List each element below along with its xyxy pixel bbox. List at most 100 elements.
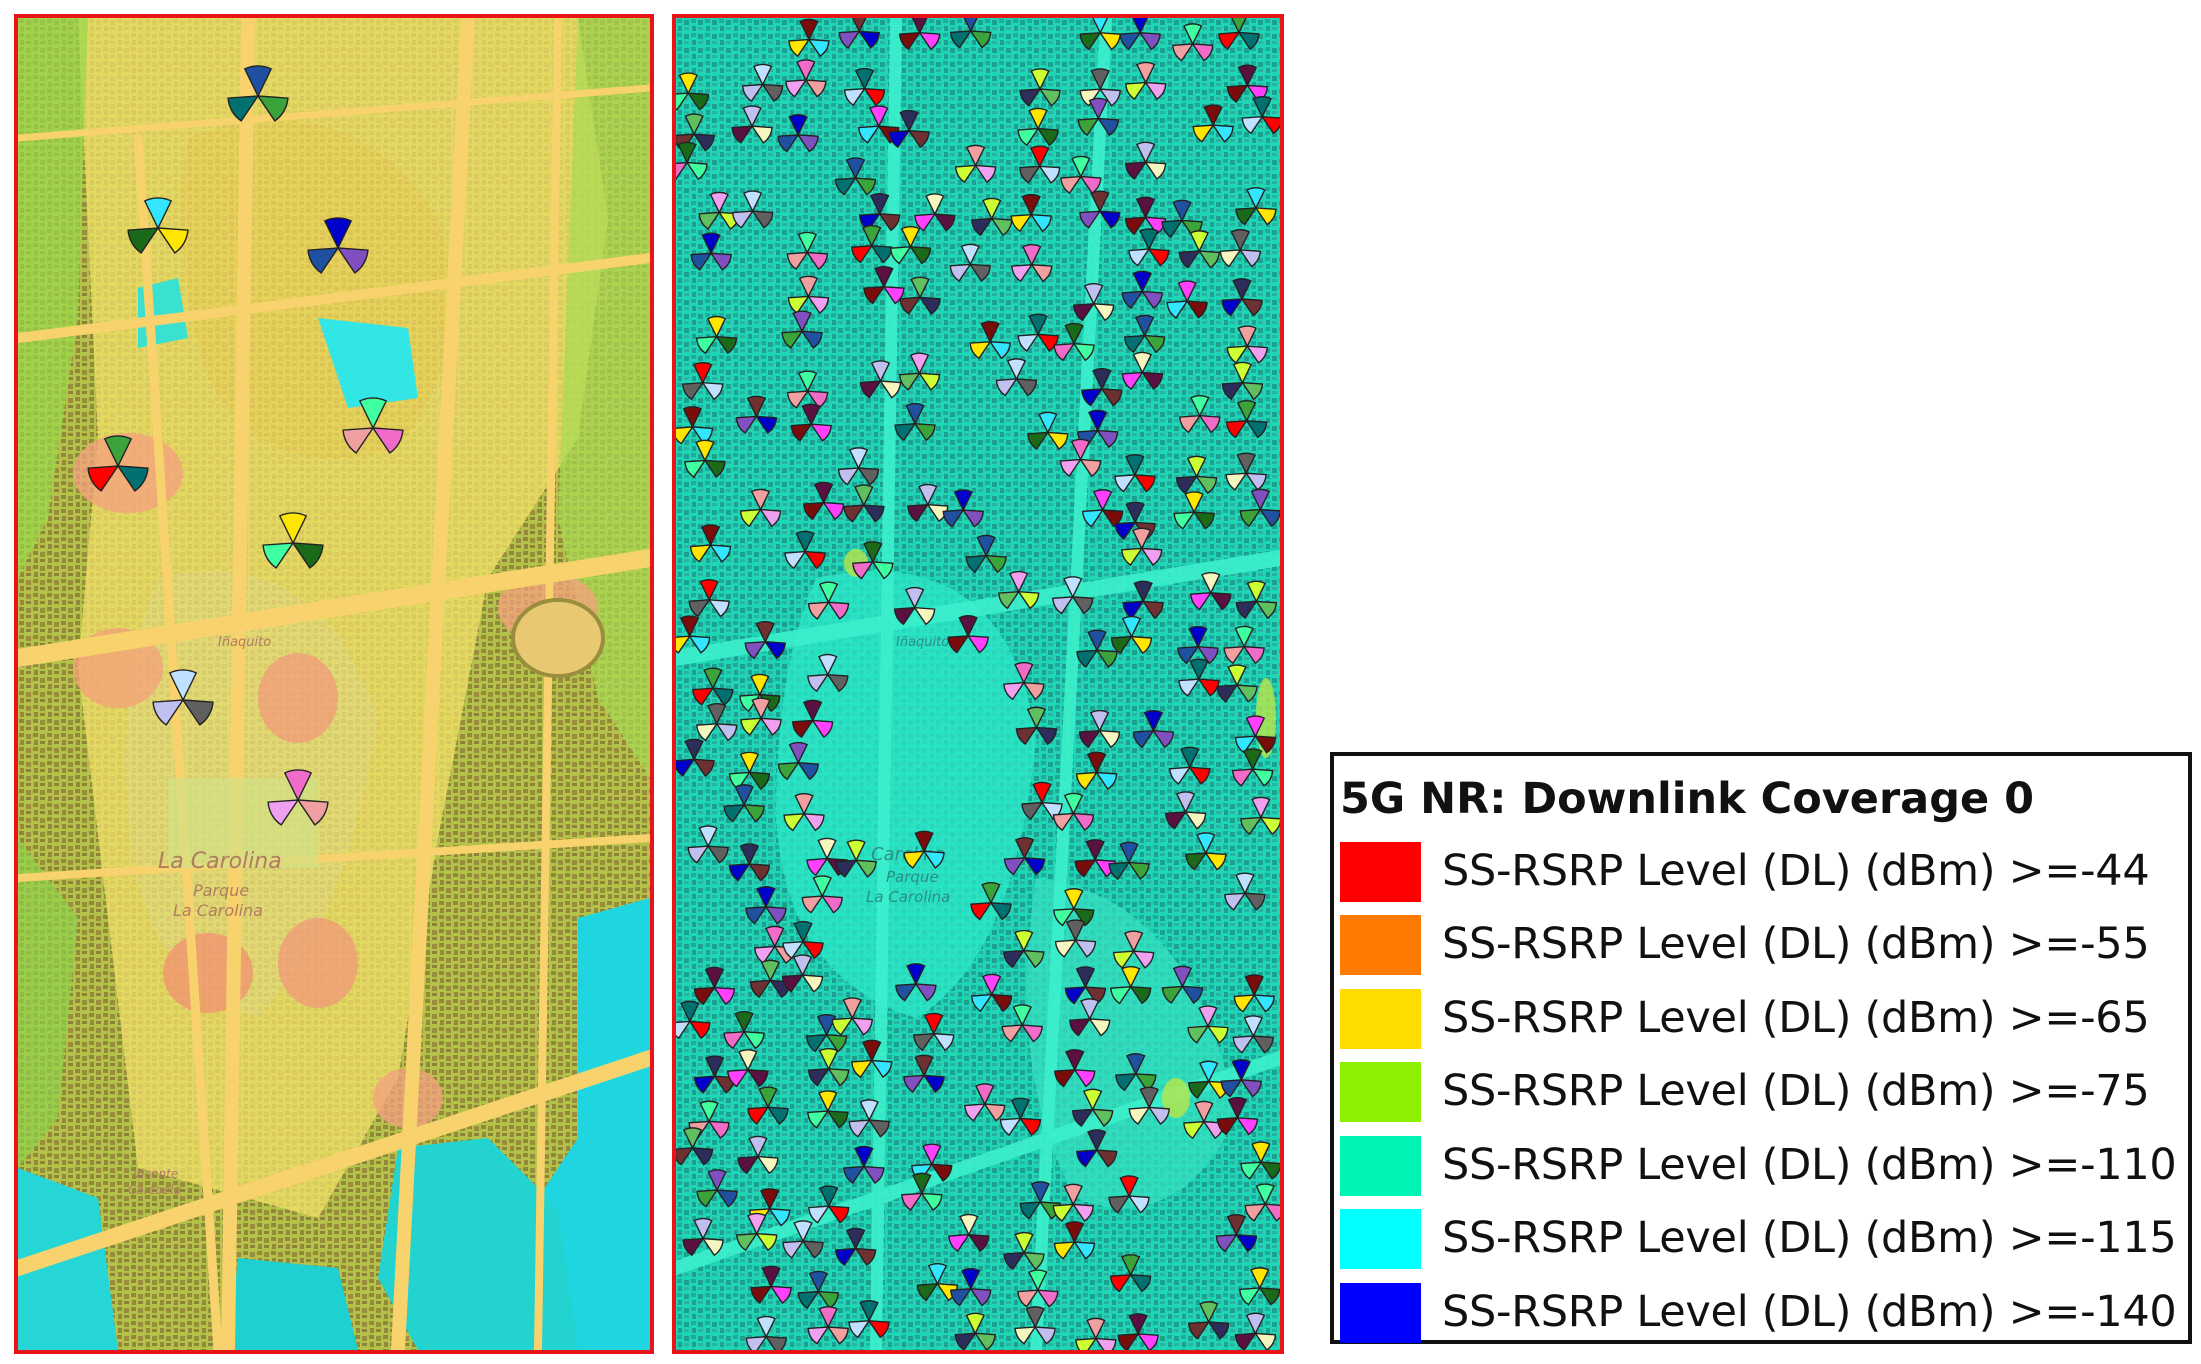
legend-swatch [1340,842,1421,902]
cell-site-icon [999,1097,1042,1136]
cell-site-icon [728,751,771,790]
cell-site-icon [676,738,715,777]
antenna-sector-icon [1254,207,1277,226]
antenna-sector-icon [676,92,690,111]
antenna-sector-icon [1130,635,1153,655]
antenna-sector-icon [1239,1079,1262,1098]
cell-site-icon [916,1263,959,1302]
antenna-sector-icon [687,845,710,864]
antenna-sector-icon [1127,1195,1150,1214]
antenna-sector-icon [970,901,993,921]
antenna-sector-icon [1060,175,1083,195]
cell-site-icon [1052,1183,1094,1222]
antenna-sector-icon [1073,1241,1096,1260]
antenna-sector-icon [740,717,763,736]
antenna-sector-icon [739,508,762,528]
antenna-sector-icon [676,161,689,181]
antenna-sector-icon [889,246,912,265]
antenna-sector-icon [756,1155,779,1175]
antenna-sector-icon [1227,664,1247,687]
antenna-sector-icon [826,673,849,693]
antenna-sector-icon [913,422,936,442]
antenna-sector-icon [761,83,784,103]
antenna-sector-icon [893,606,917,626]
antenna-sector-icon [734,1011,754,1034]
antenna-sector-icon [1246,187,1266,210]
antenna-sector-icon [990,993,1013,1013]
cell-site-icon [1216,1097,1259,1136]
cell-site-icon [342,397,404,454]
antenna-sector-icon [168,669,198,702]
antenna-sector-icon [676,1147,694,1166]
cell-site-icon [696,1169,738,1208]
cell-site-icon [1239,488,1280,528]
antenna-sector-icon [1108,861,1131,880]
antenna-sector-icon [788,114,808,137]
antenna-sector-icon [1143,334,1166,354]
antenna-sector-icon [954,164,978,184]
antenna-sector-icon [1235,600,1258,619]
antenna-sector-icon [742,105,762,128]
left-map-label: La Carolina [173,901,263,920]
antenna-sector-icon [914,830,934,853]
antenna-sector-icon [1226,84,1249,103]
antenna-sector-icon [971,217,994,237]
cell-site-icon [1223,625,1265,665]
left-map-label: Iñaquito [218,635,271,650]
antenna-sector-icon [907,129,930,149]
antenna-sector-icon [1223,645,1246,665]
right-map-svg: Carolina Parque La Carolina Iñaquito [676,18,1280,1350]
antenna-sector-icon [1224,892,1247,911]
antenna-sector-icon [1194,1100,1214,1124]
antenna-sector-icon [723,804,746,823]
cell-site-icon [898,352,941,391]
antenna-sector-icon [1139,228,1159,251]
antenna-sector-icon [858,125,881,144]
antenna-sector-icon [742,804,765,823]
antenna-sector-icon [1251,1035,1274,1054]
antenna-sector-icon [899,296,922,315]
antenna-sector-icon [1094,1337,1117,1350]
cell-site-icon [888,110,930,149]
legend-label: SS-RSRP Level (DL) (dBm) >=-44 [1442,846,2150,896]
antenna-sector-icon [738,1049,758,1072]
cell-site-icon [889,226,932,265]
antenna-sector-icon [1054,939,1077,958]
legend-label: SS-RSRP Level (DL) (dBm) >=-140 [1442,1287,2177,1337]
antenna-sector-icon [1179,414,1202,434]
cell-site-icon [1239,1267,1280,1306]
cell-site-icon [954,1312,996,1350]
antenna-sector-icon [1125,454,1145,477]
cell-site-icon [971,197,1013,237]
antenna-sector-icon [1144,81,1167,101]
antenna-sector-icon [965,1312,985,1335]
right-sites [676,18,1280,1350]
antenna-sector-icon [1046,431,1069,450]
cell-site-icon [1221,361,1264,401]
antenna-sector-icon [1085,839,1105,862]
antenna-sector-icon [807,601,830,620]
cell-site-icon [262,512,324,569]
antenna-sector-icon [755,1232,778,1252]
antenna-sector-icon [998,590,1021,610]
antenna-sector-icon [1030,68,1050,91]
antenna-sector-icon [1259,1161,1280,1180]
antenna-sector-icon [791,719,815,739]
cell-site-icon [1215,1214,1258,1253]
antenna-sector-icon [682,1237,705,1257]
left-map-label: La Carolina [158,849,282,874]
antenna-sector-icon [283,769,313,802]
antenna-sector-icon [755,415,778,434]
antenna-sector-icon [1022,244,1042,267]
antenna-sector-icon [1074,939,1097,958]
cell-site-icon [676,72,710,111]
cell-site-icon [835,839,877,878]
cell-site-icon [1017,1269,1059,1308]
antenna-sector-icon [781,330,804,349]
antenna-sector-icon [1211,124,1234,143]
cell-site-icon [1240,1141,1280,1180]
antenna-sector-icon [692,133,715,152]
antenna-sector-icon [751,210,774,229]
antenna-sector-icon [1183,23,1203,46]
antenna-sector-icon [765,925,785,949]
